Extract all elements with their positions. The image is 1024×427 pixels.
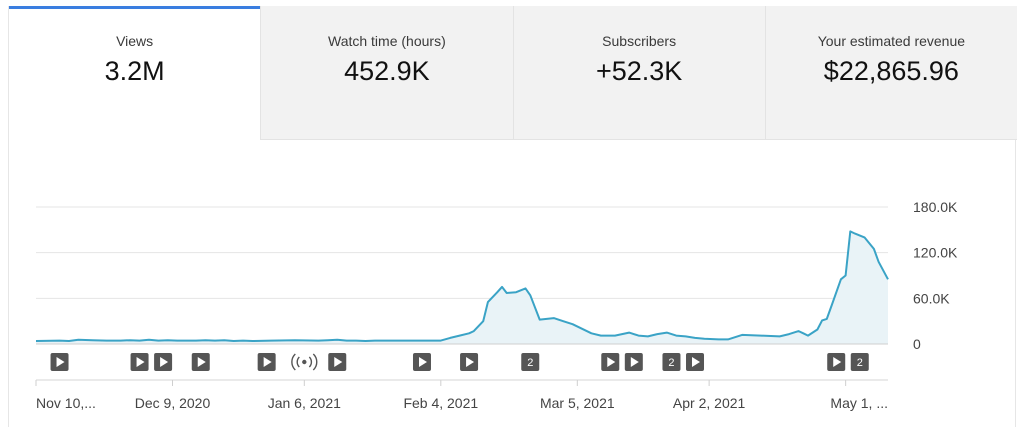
tab-views[interactable]: Views 3.2M — [9, 6, 261, 140]
live-wave — [308, 356, 313, 368]
y-tick-label: 120.0K — [913, 245, 958, 261]
metric-tabs: Views 3.2M Watch time (hours) 452.9K Sub… — [9, 6, 1017, 140]
tab-watch-time-value: 452.9K — [344, 56, 430, 86]
tab-views-value: 3.2M — [104, 56, 165, 86]
play-icon — [197, 357, 206, 367]
play-icon — [136, 357, 145, 367]
tab-subscribers-label: Subscribers — [602, 33, 677, 49]
live-wave — [296, 356, 300, 368]
x-tick-label: Jan 6, 2021 — [268, 395, 341, 411]
tab-revenue[interactable]: Your estimated revenue $22,865.96 — [764, 6, 1017, 140]
series-area — [36, 231, 888, 344]
play-icon — [833, 357, 842, 367]
video-group-count: 2 — [857, 357, 863, 369]
play-icon — [630, 357, 639, 367]
tab-revenue-label: Your estimated revenue — [817, 33, 966, 49]
play-icon — [466, 357, 475, 367]
tab-revenue-value: $22,865.96 — [823, 56, 959, 86]
play-icon — [56, 357, 65, 367]
x-tick-label: Dec 9, 2020 — [135, 395, 211, 411]
live-wave — [312, 353, 318, 371]
x-tick-label: Apr 2, 2021 — [673, 395, 746, 411]
video-group-marker[interactable] — [662, 353, 681, 371]
play-icon — [692, 357, 701, 367]
tab-subscribers[interactable]: Subscribers +52.3K — [512, 6, 765, 140]
play-icon — [418, 357, 427, 367]
x-tick-label: Nov 10,... — [36, 395, 96, 411]
video-group-count: 2 — [527, 357, 533, 369]
y-tick-label: 0 — [913, 336, 921, 352]
video-group-count: 2 — [668, 357, 674, 369]
y-tick-label: 180.0K — [913, 199, 958, 215]
live-icon[interactable] — [302, 359, 307, 365]
play-icon — [263, 357, 272, 367]
play-icon — [334, 357, 343, 367]
tab-watch-time-label: Watch time (hours) — [328, 33, 446, 49]
tab-watch-time[interactable]: Watch time (hours) 452.9K — [260, 6, 513, 140]
x-tick-label: Mar 5, 2021 — [540, 395, 615, 411]
play-icon — [607, 357, 616, 367]
play-icon — [160, 357, 169, 367]
x-tick-label: Feb 4, 2021 — [403, 395, 478, 411]
tab-views-label: Views — [116, 33, 154, 49]
y-tick-label: 60.0K — [913, 290, 950, 306]
tab-subscribers-value: +52.3K — [595, 56, 683, 86]
live-wave — [291, 353, 296, 371]
analytics-card: Views 3.2M Watch time (hours) 452.9K Sub… — [8, 6, 1017, 427]
series-line — [35, 230, 889, 342]
video-group-marker[interactable] — [521, 353, 540, 371]
video-group-marker[interactable] — [850, 353, 869, 371]
x-tick-label: May 1, ... — [830, 395, 888, 411]
